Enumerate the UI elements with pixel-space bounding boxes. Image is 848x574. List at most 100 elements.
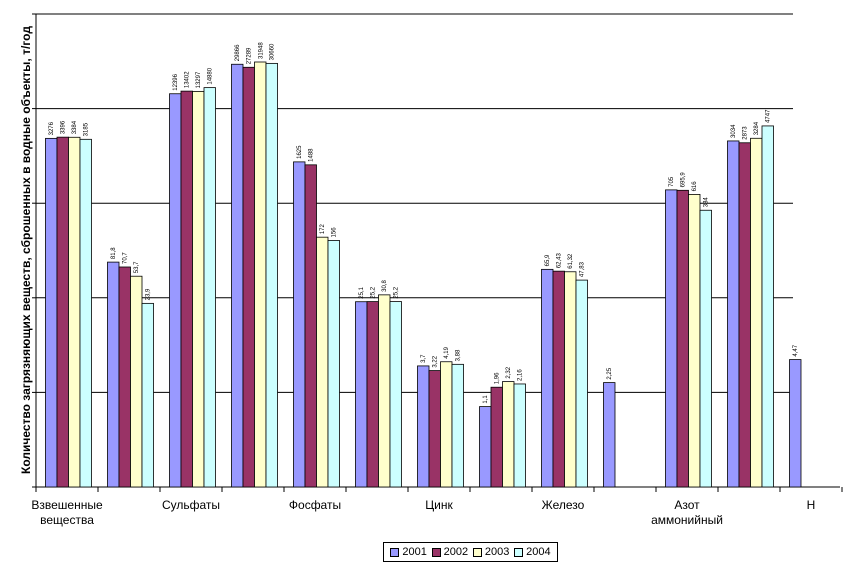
data-label-2002-5: 25,2 — [371, 286, 377, 298]
x-tick-label-8: Железо — [542, 498, 585, 512]
bar-2003-8 — [564, 271, 577, 488]
x-tick-label-line: Фосфаты — [289, 498, 341, 512]
data-label-2004-1: 23,9 — [146, 288, 152, 300]
data-label-2002-8: 62,43 — [557, 252, 563, 268]
bar-2003-2 — [192, 90, 205, 488]
data-label-2001-2: 12396 — [173, 73, 179, 90]
data-label-2002-7: 1,96 — [495, 372, 501, 384]
data-label-2002-10: 695,9 — [681, 172, 687, 188]
bar-2001-12 — [789, 359, 802, 488]
bar-2002-6 — [428, 370, 441, 488]
data-label-2004-4: 156 — [332, 227, 338, 238]
bar-2003-10 — [688, 194, 701, 488]
legend-label-2002: 2002 — [443, 546, 469, 558]
data-label-2001-4: 1625 — [297, 145, 303, 159]
bar-2001-5 — [355, 301, 368, 488]
legend-swatch-2002 — [431, 547, 441, 557]
data-label-2001-8: 65,9 — [545, 254, 551, 266]
data-label-2003-3: 31948 — [258, 42, 264, 59]
bar-2001-9 — [603, 382, 616, 488]
bar-2004-0 — [79, 138, 92, 488]
legend-item-2004: 2004 — [514, 546, 551, 558]
x-tick-label-6: Цинк — [425, 498, 453, 512]
bar-2001-3 — [231, 63, 244, 488]
data-label-2003-8: 61,32 — [568, 253, 574, 269]
data-label-2003-1: 53,7 — [134, 261, 140, 273]
x-tick-label-line: Азот — [674, 498, 700, 512]
bar-2001-4 — [293, 161, 306, 488]
x-tick-label-line: Цинк — [425, 498, 453, 512]
legend: 2001 2002 2003 2004 — [383, 542, 558, 562]
legend-item-2001: 2001 — [390, 546, 427, 558]
x-tick-label-line: Сульфаты — [162, 498, 220, 512]
bar-2002-2 — [180, 90, 193, 488]
legend-label-2001: 2001 — [402, 546, 427, 558]
x-tick-label-line: вещества — [40, 513, 94, 527]
data-label-2004-10: 384 — [704, 197, 710, 208]
legend-swatch-2004 — [514, 547, 524, 557]
data-label-2001-5: 25,1 — [359, 286, 365, 298]
data-label-2004-7: 2,16 — [518, 369, 524, 381]
data-label-2003-0: 3384 — [72, 120, 78, 134]
data-label-2001-3: 29866 — [235, 44, 241, 61]
data-label-2004-8: 47,83 — [580, 261, 586, 277]
bar-2001-2 — [169, 93, 182, 488]
data-label-2001-11: 3034 — [731, 124, 737, 138]
x-tick-label-line: Взвешенные — [31, 498, 103, 512]
x-tick-label-12: Н — [807, 498, 816, 512]
data-label-2003-5: 30,8 — [382, 280, 388, 292]
data-label-2002-4: 1488 — [309, 148, 315, 162]
x-tick-label-line: Железо — [542, 498, 585, 512]
bar-2003-0 — [68, 136, 81, 488]
data-label-2004-0: 3185 — [84, 122, 90, 136]
legend-swatch-2003 — [472, 547, 482, 557]
legend-item-2003: 2003 — [472, 546, 509, 558]
data-label-2002-3: 27289 — [247, 47, 253, 64]
bar-2001-7 — [479, 406, 492, 488]
bar-2002-1 — [118, 266, 131, 488]
bar-2002-7 — [490, 386, 503, 488]
data-label-2004-2: 14880 — [208, 67, 214, 84]
data-label-2002-6: 3,22 — [433, 355, 439, 367]
data-label-2003-10: 616 — [692, 181, 698, 192]
x-tick-label-line: Н — [807, 498, 816, 512]
data-label-2001-1: 81,8 — [111, 247, 117, 259]
x-tick-label-4: Фосфаты — [289, 498, 341, 512]
data-label-2003-11: 3284 — [754, 121, 760, 135]
bar-2004-4 — [327, 240, 340, 488]
bar-2002-0 — [56, 136, 69, 488]
legend-item-2002: 2002 — [431, 546, 469, 558]
bar-2001-1 — [107, 261, 120, 488]
bar-2004-1 — [141, 302, 154, 488]
data-label-2002-11: 2873 — [743, 126, 749, 140]
data-label-2001-7: 1,1 — [483, 395, 489, 404]
data-label-2001-12: 4,47 — [793, 344, 799, 356]
data-label-2004-3: 30660 — [270, 43, 276, 60]
bar-2003-7 — [502, 381, 515, 488]
bar-2001-11 — [727, 140, 740, 488]
bar-2004-10 — [699, 209, 712, 488]
bar-2004-8 — [575, 279, 588, 488]
data-label-2003-7: 2,32 — [506, 366, 512, 378]
bar-2002-8 — [552, 270, 565, 488]
bar-2003-1 — [130, 275, 143, 488]
bar-2004-3 — [265, 62, 278, 488]
data-label-2004-5: 25,2 — [394, 286, 400, 298]
data-label-2001-0: 3276 — [49, 121, 55, 135]
bar-2004-7 — [513, 383, 526, 488]
bar-2003-3 — [254, 61, 267, 488]
data-label-2001-6: 3,7 — [421, 354, 427, 363]
data-label-2002-2: 13402 — [185, 71, 191, 88]
data-label-2004-11: 4747 — [766, 109, 772, 123]
bar-2004-2 — [203, 87, 216, 488]
bar-2001-10 — [665, 189, 678, 488]
bar-2002-11 — [738, 142, 751, 488]
bar-2002-3 — [242, 66, 255, 488]
bar-2001-0 — [45, 137, 58, 488]
bar-2001-8 — [541, 268, 554, 488]
bar-2002-4 — [304, 164, 317, 488]
data-label-2002-1: 70,7 — [123, 252, 129, 264]
bar-2003-5 — [378, 294, 391, 488]
data-label-2003-4: 172 — [320, 224, 326, 235]
